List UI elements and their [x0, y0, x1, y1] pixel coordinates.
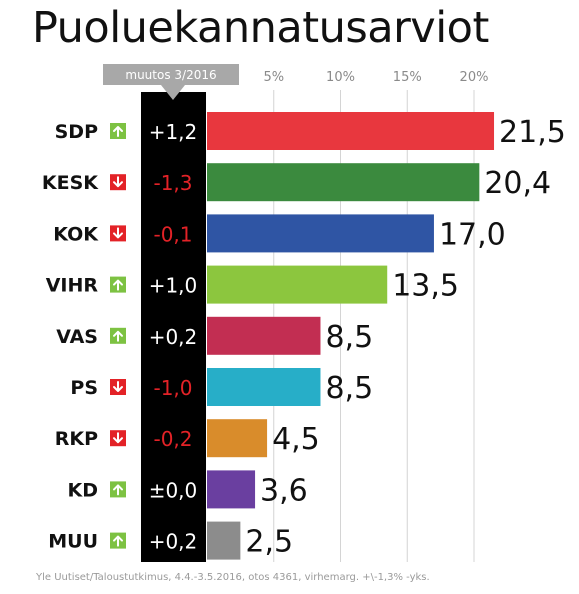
bar-kok — [207, 214, 434, 253]
change-column — [141, 92, 206, 562]
arrow-down-glyph — [113, 176, 123, 188]
arrow-up-glyph — [113, 330, 123, 342]
value-label-muu: 2,5 — [245, 525, 293, 560]
party-label-kesk: KESK — [42, 172, 99, 194]
bar-kd — [207, 470, 256, 509]
party-label-kd: KD — [68, 479, 99, 501]
value-label-vas: 8,5 — [325, 320, 373, 355]
bar-vihr — [207, 265, 388, 304]
party-label-rkp: RKP — [55, 428, 98, 450]
arrow-up-glyph — [113, 535, 123, 547]
arrow-down-glyph — [113, 432, 123, 444]
bar-vas — [207, 316, 321, 355]
value-label-sdp: 21,5 — [499, 115, 566, 150]
x-tick-label: 20% — [460, 70, 489, 85]
arrow-up-glyph — [113, 484, 123, 496]
value-label-kd: 3,6 — [260, 473, 308, 508]
value-label-kok: 17,0 — [439, 217, 506, 252]
x-tick-label: 10% — [326, 70, 355, 85]
x-tick-label: 5% — [263, 70, 284, 85]
bar-muu — [207, 521, 241, 560]
change-value-kd: ±0,0 — [149, 478, 198, 502]
value-label-vihr: 13,5 — [392, 269, 459, 304]
bar-sdp — [207, 112, 495, 150]
party-label-ps: PS — [70, 377, 98, 399]
arrow-up-glyph — [113, 126, 123, 137]
arrow-up-glyph — [113, 279, 123, 291]
value-label-kesk: 20,4 — [484, 166, 551, 201]
party-label-vihr: VIHR — [46, 275, 99, 297]
party-label-kok: KOK — [53, 223, 99, 245]
change-value-vas: +0,2 — [149, 325, 198, 349]
bar-rkp — [207, 419, 268, 458]
arrow-down-glyph — [113, 227, 123, 239]
change-header-pointer — [161, 85, 185, 100]
party-label-vas: VAS — [56, 326, 98, 348]
change-value-vihr: +1,0 — [149, 274, 198, 298]
party-label-sdp: SDP — [55, 121, 98, 143]
change-value-muu: +0,2 — [149, 530, 198, 554]
change-header-tab — [103, 64, 239, 85]
change-value-ps: -1,0 — [153, 376, 192, 400]
arrow-down-glyph — [113, 381, 123, 392]
value-label-rkp: 4,5 — [272, 422, 320, 457]
bar-kesk — [207, 163, 480, 202]
change-value-sdp: +1,2 — [149, 120, 198, 144]
bar-ps — [207, 368, 321, 406]
x-tick-label: 15% — [393, 70, 422, 85]
change-value-rkp: -0,2 — [153, 427, 192, 451]
source-note: Yle Uutiset/Taloustutkimus, 4.4.-3.5.201… — [36, 572, 430, 583]
page-title: Puoluekannatusarviot — [32, 3, 489, 53]
change-value-kesk: -1,3 — [153, 171, 192, 195]
party-label-muu: MUU — [48, 531, 98, 553]
change-value-kok: -0,1 — [153, 222, 192, 246]
change-header-label: muutos 3/2016 — [125, 68, 216, 82]
value-label-ps: 8,5 — [325, 371, 373, 406]
